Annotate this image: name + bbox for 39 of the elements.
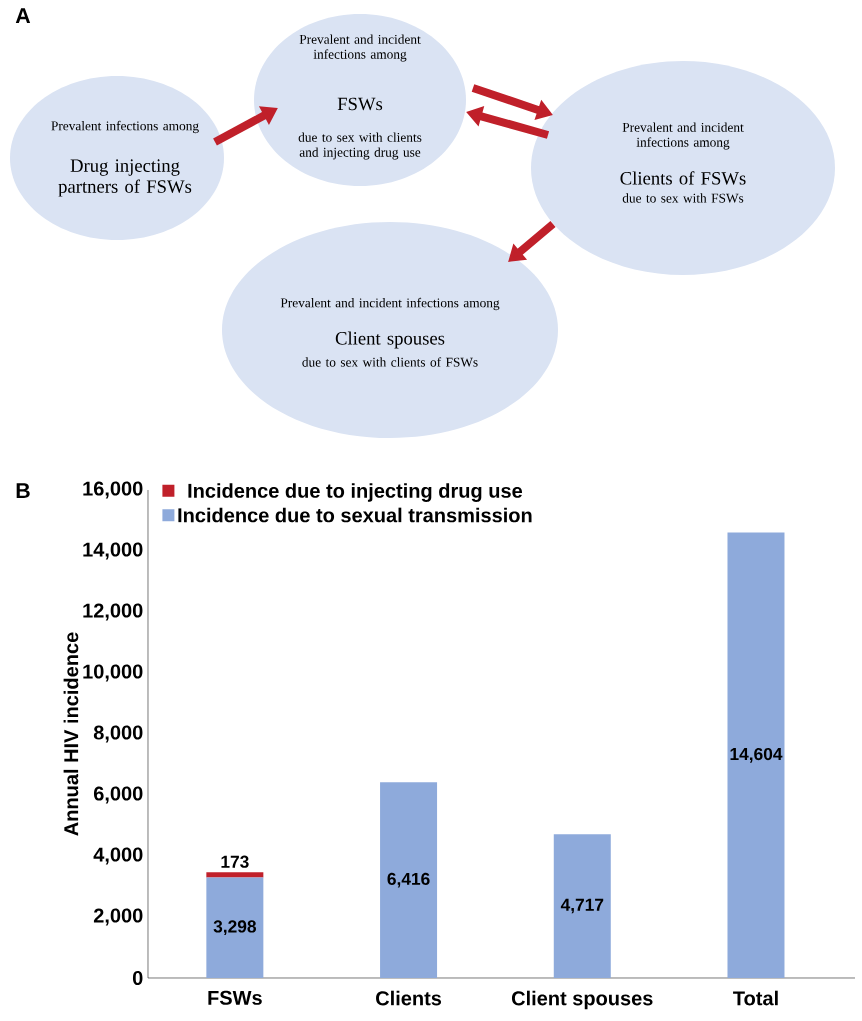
y-tick-label: 16,000 [83, 481, 143, 499]
x-tick-label: Total [733, 990, 778, 1006]
y-tick-label: 12,000 [83, 603, 143, 621]
text: Client spouses [335, 331, 445, 349]
data-label: 173 [221, 855, 249, 868]
y-tick-label: 2,000 [93, 908, 143, 926]
y-tick-label: 0 [132, 970, 143, 986]
y-axis-title: Annual HIV incidence [63, 632, 79, 836]
legend-label: Incidence due to injecting drug use [188, 483, 523, 502]
text: Prevalent and incident infections among [299, 34, 421, 62]
text: Prevalent and incident infections among [622, 122, 744, 150]
bar [727, 532, 785, 978]
data-label: 14,604 [730, 747, 783, 763]
y-tick-label: 14,000 [83, 542, 143, 560]
x-tick-label: FSWs [208, 990, 262, 1005]
x-tick-label: Clients [376, 990, 442, 1006]
bar [553, 834, 611, 978]
text: Drug injecting partners of FSWs [58, 159, 192, 197]
text: due to sex with clients of FSWs [302, 357, 478, 367]
data-label: 3,298 [213, 920, 257, 936]
y-tick-label: 8,000 [93, 725, 143, 743]
legend-label: Incidence due to sexual transmission [178, 507, 532, 523]
data-label: 6,416 [387, 872, 430, 888]
x-tick-label: Client spouses [511, 990, 653, 1010]
text: Prevalent and incident infections among [280, 297, 500, 311]
y-tick-label: 10,000 [83, 664, 143, 682]
y-tick-label: 4,000 [93, 847, 143, 865]
data-label: 4,717 [560, 898, 604, 914]
text: Clients of FSWs [620, 171, 746, 185]
text: Prevalent infections among [51, 120, 199, 134]
text: FSWs [337, 97, 383, 111]
bar [206, 872, 264, 878]
text: A [15, 8, 31, 23]
y-tick-label: 6,000 [93, 786, 143, 804]
chart-title: B [16, 483, 30, 498]
bar [380, 782, 438, 978]
text: due to sex with clients and injecting drug use [298, 132, 422, 160]
bar [206, 877, 264, 978]
text: due to sex with FSWs [622, 193, 744, 203]
